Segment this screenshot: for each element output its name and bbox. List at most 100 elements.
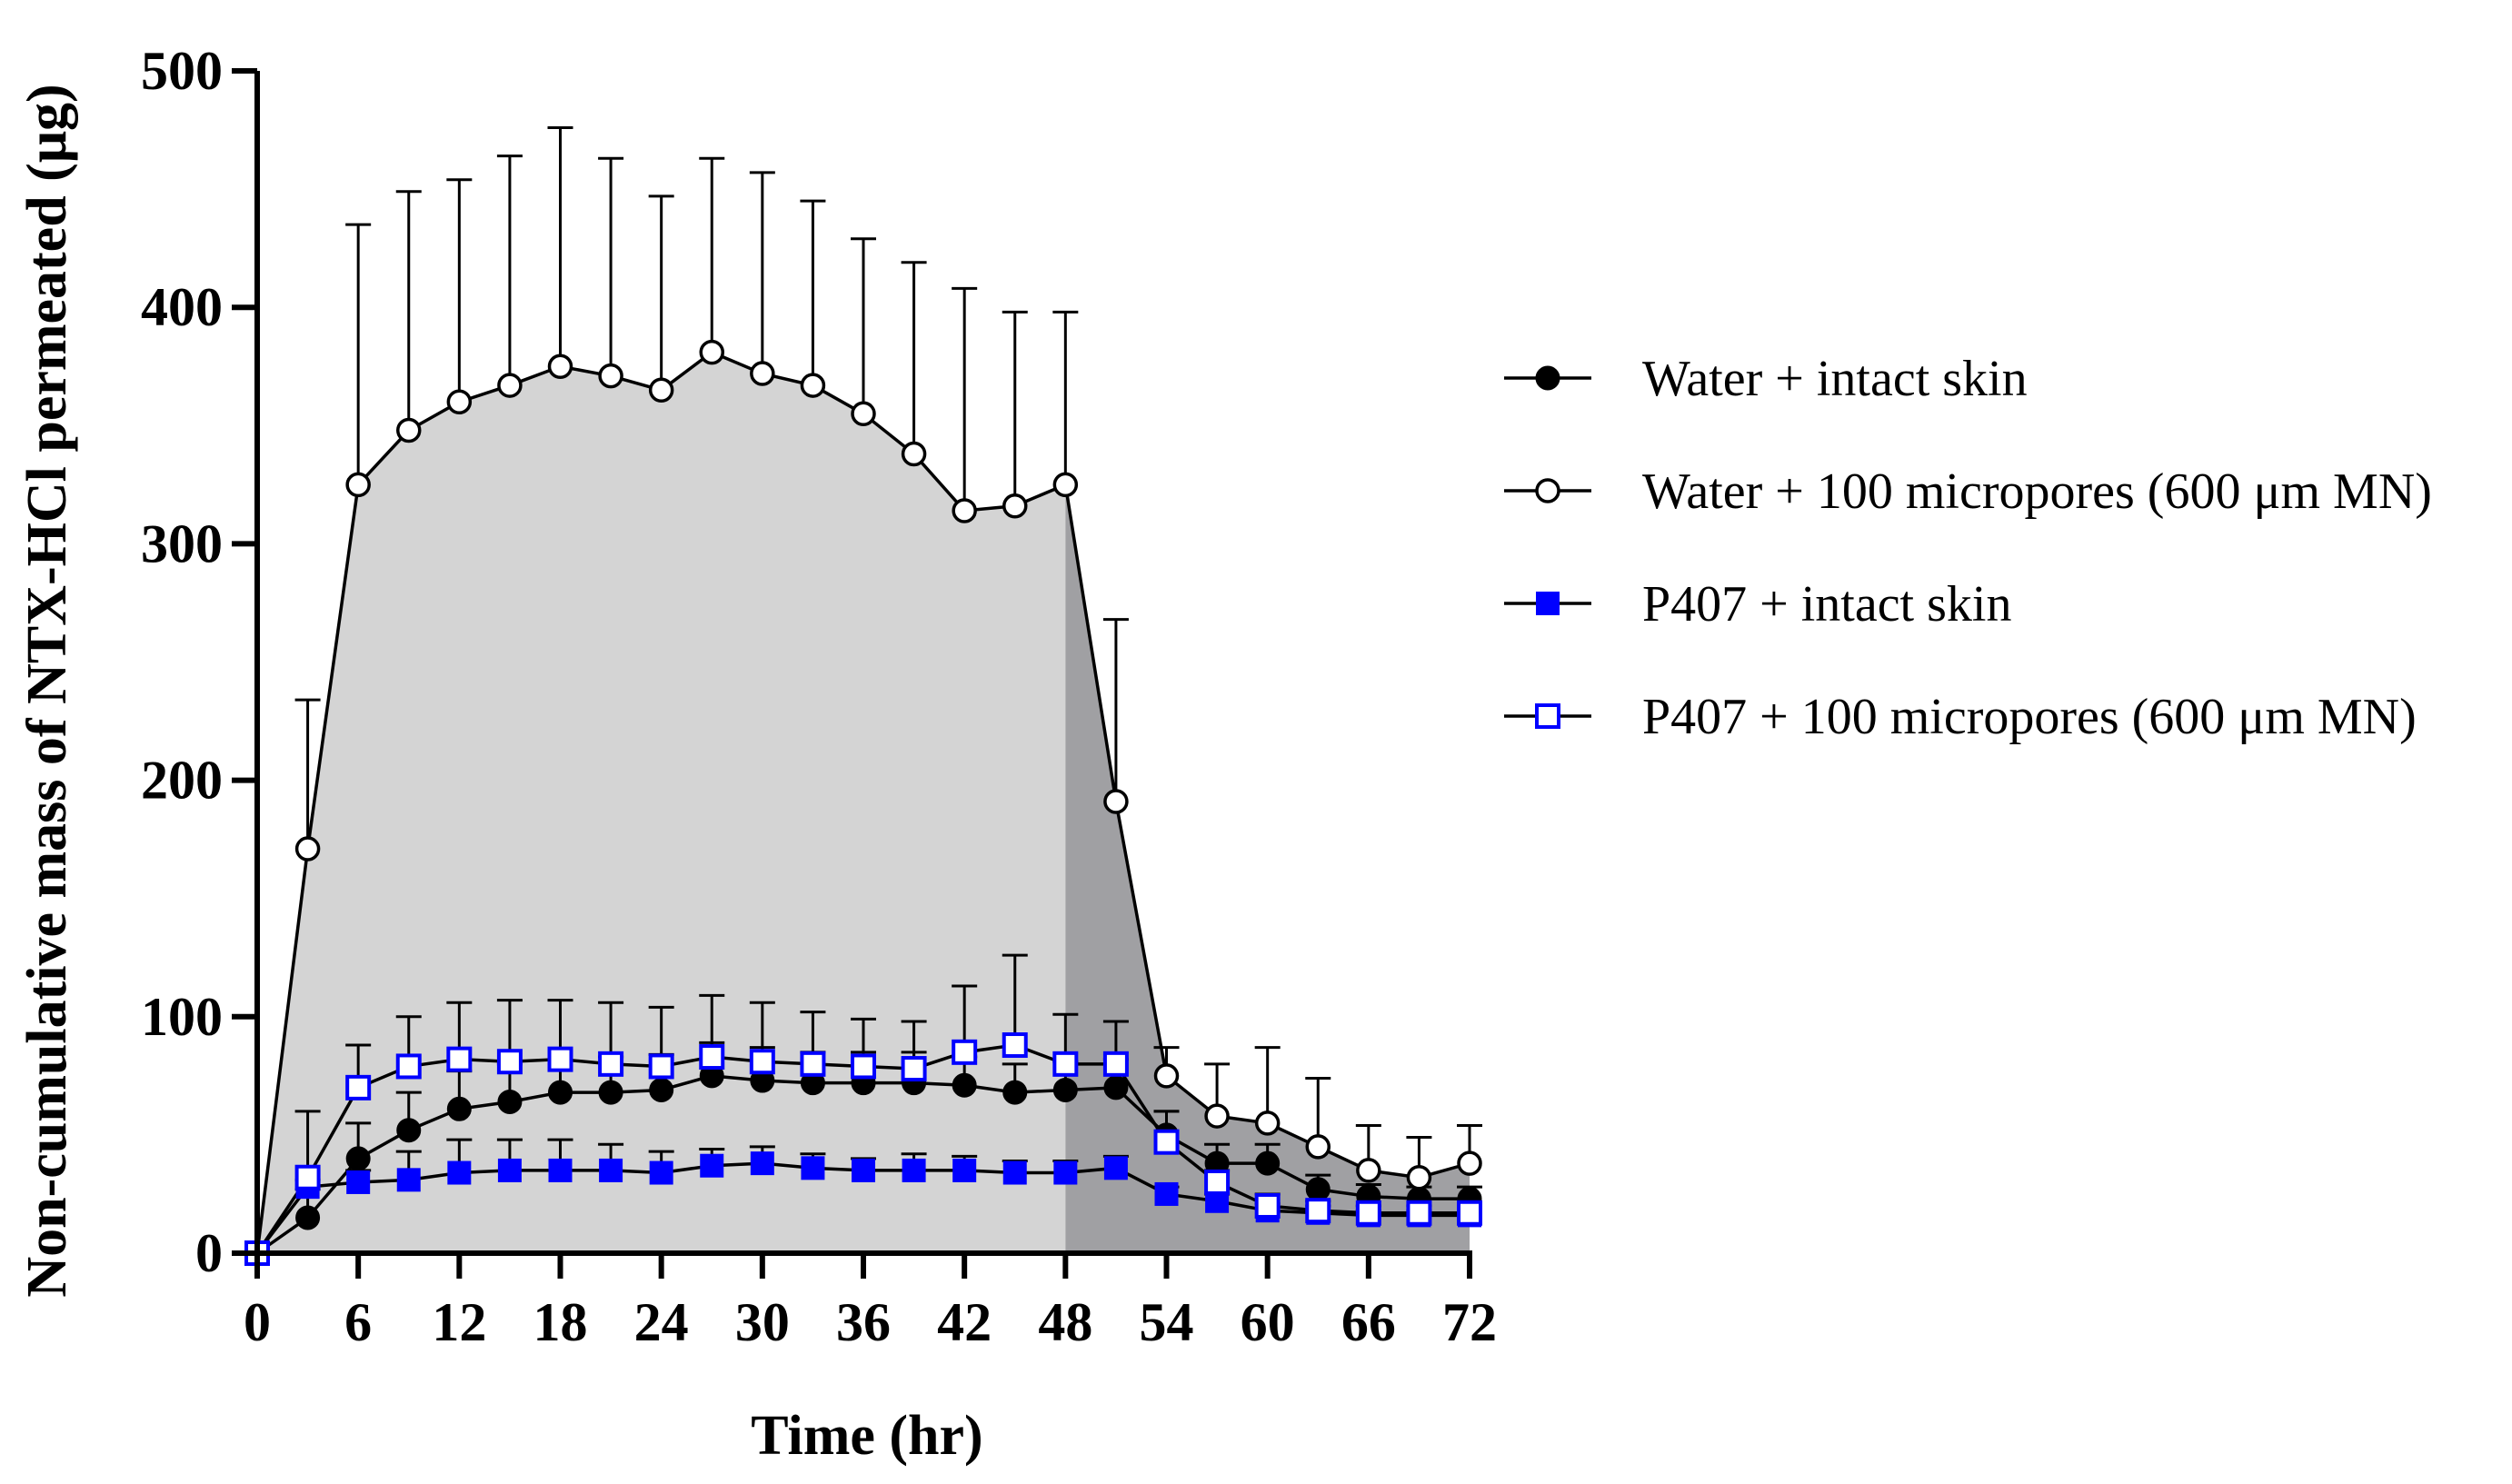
data-point (446, 389, 473, 415)
data-point (446, 1096, 472, 1121)
data-point (1254, 1111, 1281, 1136)
legend-label: Water + intact skin (1642, 351, 2028, 407)
data-point (497, 373, 523, 398)
data-point (1406, 1164, 1432, 1190)
data-point (345, 1146, 371, 1171)
x-tick-label: 18 (533, 1292, 588, 1352)
data-point (1153, 1063, 1180, 1089)
data-point (800, 373, 826, 398)
legend-marker (1535, 365, 1560, 391)
data-point (1305, 1198, 1331, 1224)
legend: Water + intact skin Water + 100 micropore… (1504, 351, 2432, 745)
data-point (1254, 1192, 1281, 1219)
x-tick-label: 12 (432, 1292, 486, 1352)
x-tick-label: 6 (344, 1292, 372, 1352)
data-point (496, 1049, 523, 1075)
x-tick-label: 66 (1341, 1292, 1396, 1352)
data-point (294, 836, 321, 862)
data-point (446, 1046, 473, 1072)
data-point (1053, 1160, 1078, 1185)
data-point (396, 417, 422, 443)
data-point (1052, 1077, 1078, 1102)
data-point (547, 354, 573, 379)
x-tick-label: 30 (735, 1292, 790, 1352)
data-point (952, 1158, 977, 1182)
y-tick-label: 0 (195, 1223, 223, 1283)
data-point (749, 1049, 775, 1075)
data-point (447, 1160, 472, 1185)
data-point (598, 1080, 623, 1105)
data-point (1103, 1075, 1129, 1101)
y-tick-label: 400 (141, 277, 223, 337)
data-point (548, 1158, 573, 1182)
y-tick-label: 300 (141, 513, 223, 573)
data-point (295, 1205, 321, 1230)
data-point (952, 1039, 978, 1065)
data-point (1002, 1160, 1027, 1185)
legend-label: P407 + intact skin (1642, 576, 2011, 632)
data-point (1002, 1080, 1028, 1105)
x-axis-title: Time (hr) (751, 1405, 982, 1467)
data-point (800, 1051, 826, 1077)
data-point (1204, 1169, 1231, 1195)
data-point (648, 1053, 674, 1080)
data-point (1002, 493, 1028, 519)
legend-label: Water + 100 micropores (600 μm MN) (1642, 463, 2432, 520)
x-tick-label: 0 (244, 1292, 271, 1352)
legend-marker (1535, 478, 1560, 503)
data-point (699, 339, 724, 365)
data-point (649, 1077, 674, 1102)
data-point (1457, 1150, 1482, 1176)
legend-marker (1535, 703, 1560, 729)
legend-marker (1536, 592, 1560, 615)
x-tick-label: 48 (1038, 1292, 1092, 1352)
data-point (801, 1156, 825, 1180)
x-tick-label: 54 (1140, 1292, 1194, 1352)
data-point (396, 1118, 422, 1143)
data-point (497, 1089, 523, 1114)
data-point (851, 1053, 876, 1080)
x-tick-label: 36 (836, 1292, 891, 1352)
data-point (952, 1072, 977, 1098)
data-point (851, 401, 876, 427)
data-point (346, 1170, 371, 1194)
data-point (1102, 1051, 1129, 1077)
data-point (396, 1168, 421, 1192)
x-tick-label: 42 (937, 1292, 992, 1352)
y-tick-label: 200 (141, 751, 223, 811)
data-point (1154, 1181, 1179, 1206)
data-point (1153, 1129, 1180, 1155)
x-tick-label: 60 (1241, 1292, 1295, 1352)
data-point (1103, 789, 1129, 814)
data-point (1204, 1103, 1230, 1129)
data-point (699, 1044, 725, 1071)
data-point (1305, 1134, 1331, 1160)
data-point (1052, 1051, 1079, 1077)
data-point (902, 1158, 926, 1182)
data-point (497, 1158, 522, 1182)
x-tick-label: 72 (1442, 1292, 1497, 1352)
data-point (598, 1051, 624, 1077)
x-tick-label: 24 (634, 1292, 689, 1352)
y-axis-title: Non-cumulative mass of NTX-HCl permeated… (16, 84, 78, 1297)
data-point (1406, 1200, 1432, 1226)
y-tick-label: 500 (141, 41, 223, 101)
y-tick-label: 100 (141, 987, 223, 1047)
data-point (294, 1164, 321, 1190)
data-point (345, 1074, 372, 1101)
data-point (750, 1151, 774, 1176)
data-point (901, 441, 927, 467)
data-point (548, 1080, 573, 1105)
data-point (1355, 1200, 1381, 1226)
data-point (852, 1158, 875, 1182)
data-point (648, 377, 674, 403)
data-point (1103, 1156, 1128, 1180)
data-point (649, 1160, 673, 1185)
data-point (1305, 1177, 1331, 1202)
legend-label: P407 + 100 micropores (600 μm MN) (1642, 689, 2417, 745)
data-point (1002, 1032, 1028, 1059)
data-point (395, 1053, 422, 1080)
data-point (345, 472, 371, 498)
data-point (1457, 1200, 1482, 1226)
